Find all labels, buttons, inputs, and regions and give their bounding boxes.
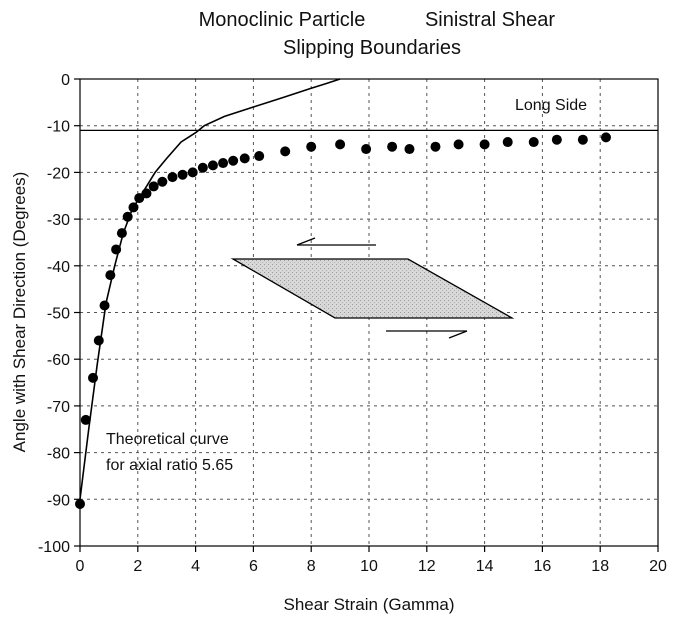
tick-layer: 0 2 4 6 8 10 12 14 16 18 20 0 -10 -20 -30 -40 -50 -60 -70 -… <box>38 72 667 575</box>
chart-title-right: Sinistral Shear <box>425 9 555 31</box>
x-tick-label: 0 <box>76 558 85 575</box>
data-point <box>177 169 188 180</box>
data-point <box>387 141 398 152</box>
chart-title-left: Monoclinic Particle <box>199 9 366 31</box>
data-point <box>88 372 99 383</box>
data-point <box>187 167 198 178</box>
long-side-label: Long Side <box>515 97 587 114</box>
x-tick-label: 6 <box>249 558 258 575</box>
data-point <box>134 193 145 204</box>
data-point <box>218 158 229 169</box>
data-point <box>600 132 611 143</box>
parallelogram-shape <box>230 258 515 319</box>
annotation-line-1: Theoretical curve <box>106 431 229 448</box>
data-point <box>207 160 218 171</box>
data-point <box>502 137 513 148</box>
shear-diagram <box>230 237 515 339</box>
y-tick-label: -100 <box>38 539 70 556</box>
y-tick-label: -60 <box>47 352 70 369</box>
x-tick-label: 18 <box>591 558 609 575</box>
y-tick-label: 0 <box>61 72 70 89</box>
data-point <box>335 139 346 150</box>
data-point <box>306 141 317 152</box>
theoretical-curve-layer <box>79 78 341 500</box>
x-tick-label: 2 <box>133 558 142 575</box>
y-axis-label: Angle with Shear Direction (Degrees) <box>10 172 29 453</box>
data-points-layer <box>75 132 611 509</box>
x-tick-label: 20 <box>649 558 667 575</box>
chart-subtitle: Slipping Boundaries <box>283 37 461 59</box>
data-point <box>111 244 122 255</box>
data-point <box>122 211 133 222</box>
y-tick-label: -40 <box>47 259 70 276</box>
y-tick-label: -20 <box>47 165 70 182</box>
data-point <box>361 144 372 155</box>
data-point <box>128 202 139 213</box>
x-tick-label: 14 <box>476 558 494 575</box>
data-point <box>577 134 588 145</box>
data-point <box>254 151 265 162</box>
x-tick-label: 16 <box>534 558 552 575</box>
y-tick-label: -90 <box>47 492 70 509</box>
data-point <box>105 270 116 281</box>
data-point <box>116 228 127 239</box>
data-point <box>141 188 152 199</box>
data-point <box>99 300 110 311</box>
theoretical-curve <box>79 78 341 500</box>
x-tick-label: 8 <box>307 558 316 575</box>
x-tick-label: 12 <box>418 558 436 575</box>
data-point <box>93 335 104 346</box>
data-point <box>167 172 178 183</box>
data-point <box>80 414 91 425</box>
y-tick-label: -30 <box>47 212 70 229</box>
data-point <box>148 181 159 192</box>
y-tick-label: -70 <box>47 399 70 416</box>
data-point <box>453 139 464 150</box>
bottom-arrow-right-icon <box>386 330 468 339</box>
data-point <box>75 498 85 509</box>
data-point <box>239 153 250 164</box>
data-point <box>228 155 239 166</box>
annotation-line-2: for axial ratio 5.65 <box>106 457 233 474</box>
data-point <box>404 144 415 155</box>
data-point <box>280 146 291 157</box>
x-tick-label: 4 <box>191 558 200 575</box>
x-axis-label: Shear Strain (Gamma) <box>284 595 455 614</box>
data-point <box>157 176 168 187</box>
x-tick-label: 10 <box>360 558 378 575</box>
data-point <box>528 137 539 148</box>
data-point <box>197 162 208 173</box>
y-tick-label: -10 <box>47 119 70 136</box>
top-arrow-left-icon <box>296 237 376 246</box>
data-point <box>430 141 441 152</box>
y-tick-label: -80 <box>47 446 70 463</box>
y-tick-label: -50 <box>47 306 70 323</box>
data-point <box>551 134 562 145</box>
data-point <box>479 139 490 150</box>
